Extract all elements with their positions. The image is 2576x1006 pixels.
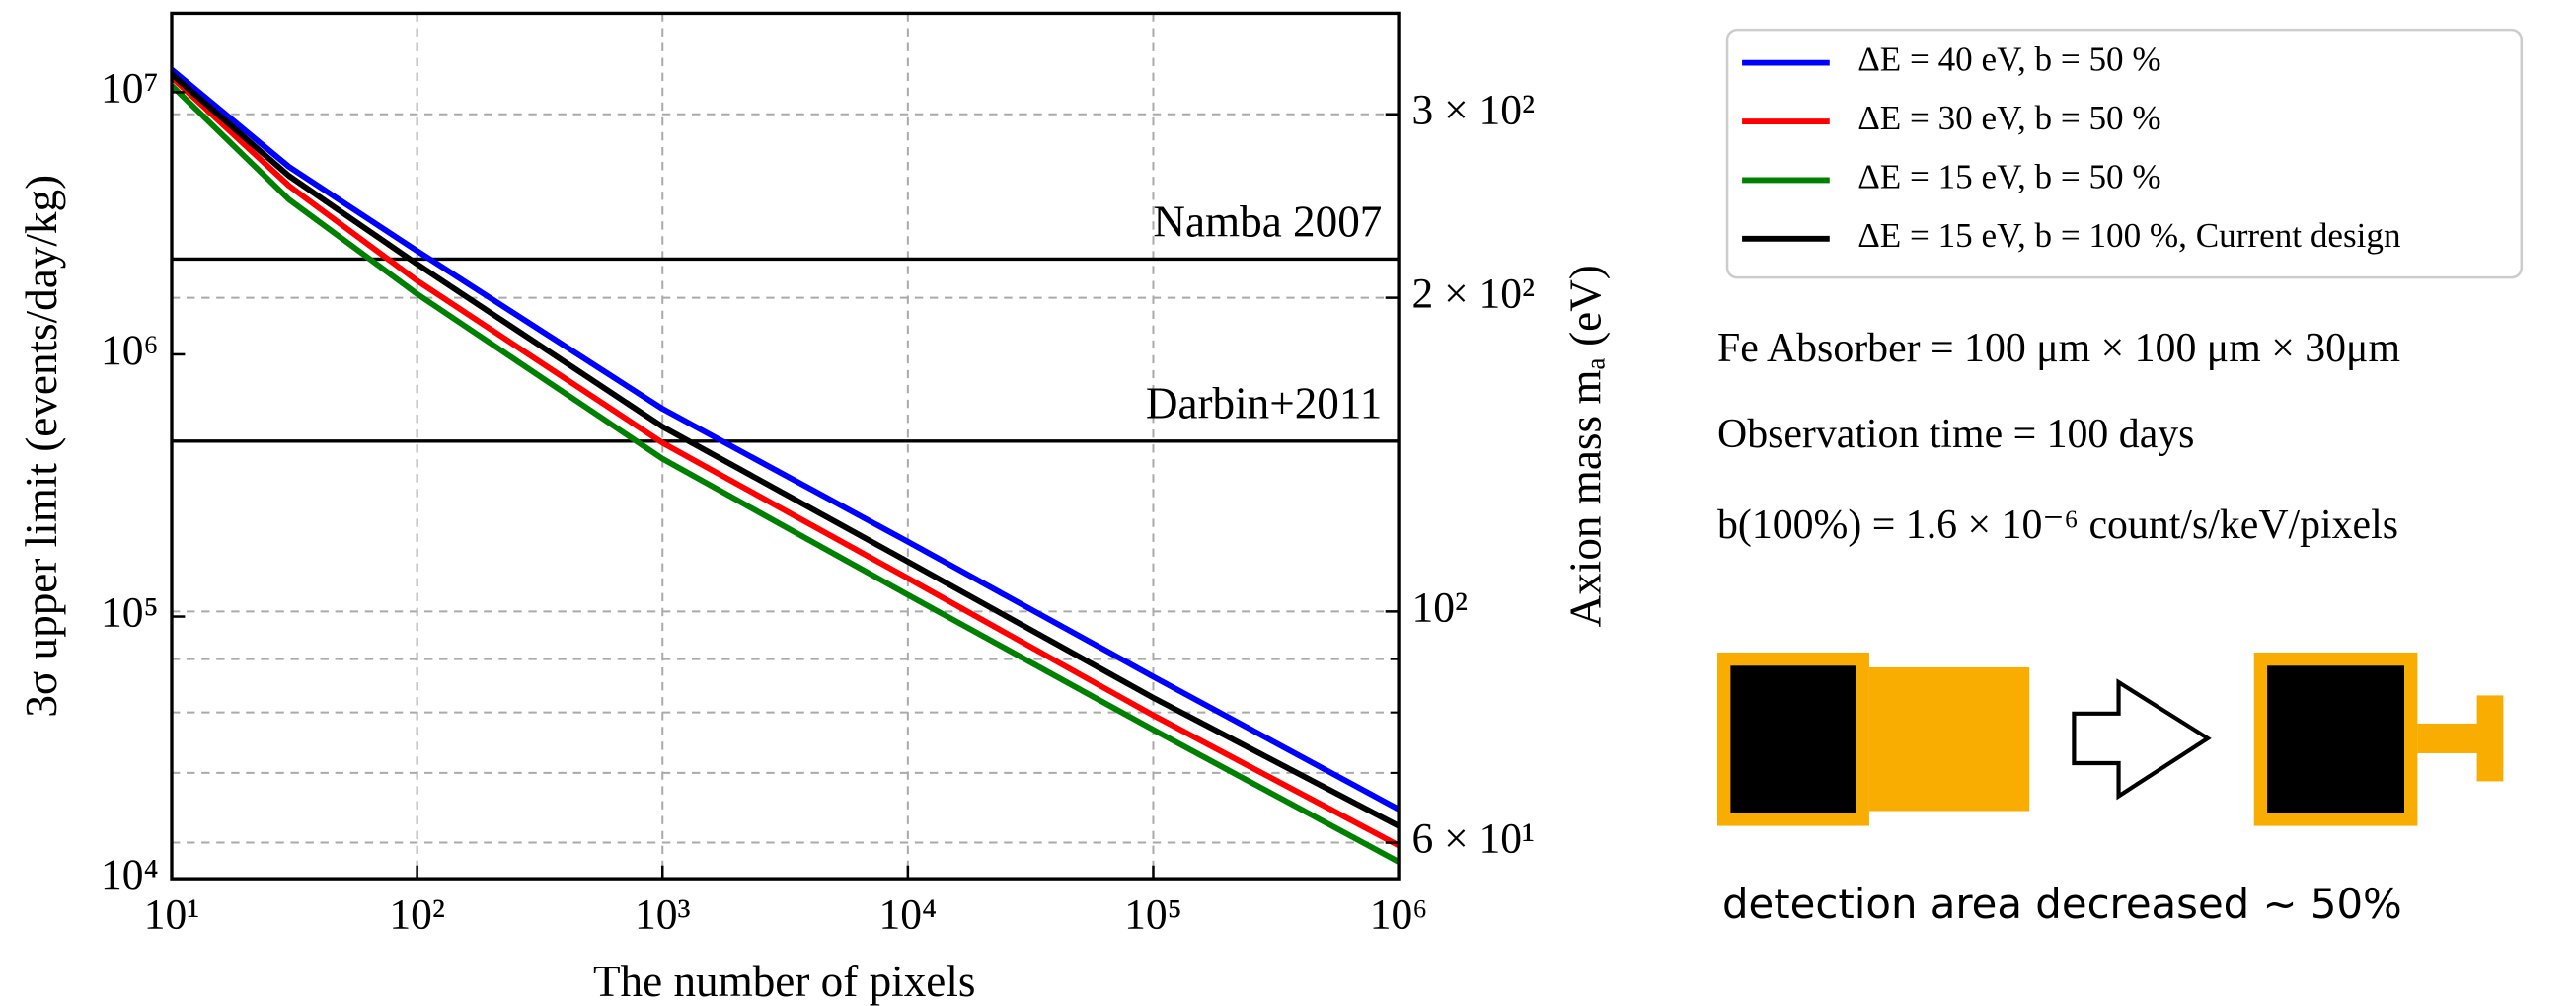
y2-tick-label: 6 × 10¹ — [1411, 815, 1535, 863]
y-tick-label: 10⁵ — [101, 589, 159, 637]
legend-label: ΔE = 15 eV, b = 100 %, Current design — [1857, 216, 2401, 255]
series-line — [172, 67, 1400, 813]
arrow — [2072, 678, 2212, 801]
annotation: detection area decreased ~ 50% — [1722, 880, 2402, 928]
series-line — [172, 72, 1400, 829]
pixel-tail — [2476, 695, 2504, 782]
y2-tick-label: 10² — [1411, 583, 1468, 631]
reference-label: Darbin+2011 — [1146, 379, 1383, 428]
pixel-diagram — [1717, 652, 2504, 826]
legend: ΔE = 40 eV, b = 50 % ΔE = 30 eV, b = 50 %… — [1742, 40, 2401, 255]
x-tick-label: 10⁴ — [879, 890, 938, 938]
y2-tick-label: 3 × 10² — [1411, 87, 1535, 134]
grid — [170, 13, 1401, 880]
legend-label: ΔE = 40 eV, b = 50 % — [1857, 40, 2160, 79]
legend-label: ΔE = 30 eV, b = 50 % — [1857, 99, 2160, 137]
x-tick-label: 10¹ — [144, 890, 200, 938]
annotation: Fe Absorber = 100 μm × 100 μm × 30μm — [1717, 326, 2400, 371]
y-tick-label: 10⁶ — [101, 327, 159, 374]
x-tick-label: 10² — [389, 890, 445, 938]
annotation: Observation time = 100 days — [1717, 412, 2194, 457]
legend-box — [1725, 28, 2524, 279]
pixel-tail — [2417, 723, 2480, 753]
plot-marks: Namba 2007 Darbin+2011 — [172, 67, 1400, 865]
pixel-absorber — [1730, 665, 1856, 813]
annotation: b(100%) = 1.6 × 10⁻⁶ count/s/keV/pixels — [1717, 503, 2398, 548]
plot-frame — [170, 11, 1401, 881]
y-tick-label: 10⁷ — [101, 64, 159, 112]
y-tick-label: 10⁴ — [101, 851, 159, 898]
legend-label: ΔE = 15 eV, b = 50 % — [1857, 157, 2160, 195]
x-tick-label: 10⁵ — [1124, 890, 1182, 938]
pixel-absorber — [2267, 665, 2404, 813]
x-axis-label: The number of pixels — [593, 957, 976, 1006]
y2-axis-label: Axion mass mₐ (eV) — [1561, 265, 1611, 627]
x-tick-label: 10³ — [635, 890, 691, 938]
pixel-tail — [1868, 666, 2030, 812]
y2-tick-label: 2 × 10² — [1411, 271, 1535, 318]
reference-label: Namba 2007 — [1153, 196, 1382, 246]
y-axis-label: 3σ upper limit (events/day/kg) — [17, 175, 66, 718]
x-tick-label: 10⁶ — [1370, 890, 1428, 938]
series-line — [172, 83, 1400, 865]
series-line — [172, 75, 1400, 848]
